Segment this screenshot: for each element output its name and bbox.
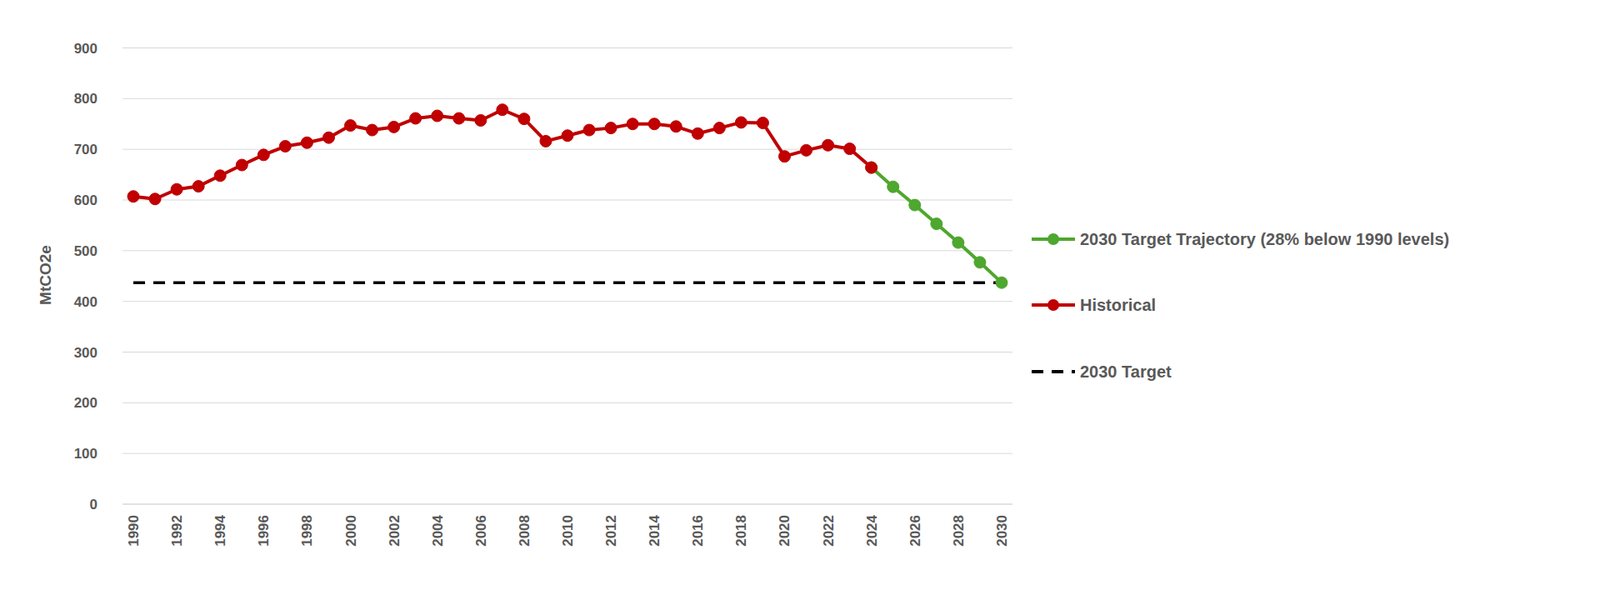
series-marker xyxy=(127,190,140,203)
series-marker xyxy=(366,124,379,136)
series-marker xyxy=(909,199,921,211)
series-marker xyxy=(279,140,291,153)
series-marker xyxy=(496,104,509,116)
x-tick-label: 1996 xyxy=(255,515,272,547)
x-tick-label: 2004 xyxy=(430,514,446,546)
y-tick-label: 500 xyxy=(74,243,98,260)
legend-label: 2030 Target Trajectory (28% below 1990 l… xyxy=(1080,230,1450,249)
series-marker xyxy=(930,218,943,230)
x-tick-label: 2022 xyxy=(820,515,837,547)
series-marker xyxy=(865,161,878,174)
grid-line xyxy=(122,47,1013,49)
x-axis-line xyxy=(122,504,1013,505)
legend: 2030 Target Trajectory (28% below 1990 l… xyxy=(1031,230,1450,381)
series-marker xyxy=(257,149,270,161)
grid-line xyxy=(122,250,1013,251)
legend-marker xyxy=(1047,233,1060,245)
series-marker xyxy=(648,118,660,130)
x-tick-label: 2008 xyxy=(516,515,533,547)
series-marker xyxy=(822,139,835,151)
series-marker xyxy=(561,130,574,142)
series-line xyxy=(871,167,1002,283)
x-tick-label: 2016 xyxy=(690,515,706,547)
series-marker xyxy=(583,124,595,136)
series-marker xyxy=(345,120,357,132)
series-marker xyxy=(952,236,965,249)
x-tick-label: 1998 xyxy=(299,515,315,547)
grid-line xyxy=(122,200,1013,201)
x-tick-label: 2002 xyxy=(386,515,403,547)
plot-area xyxy=(127,104,1008,289)
grid xyxy=(122,48,1013,505)
legend-line xyxy=(1031,370,1075,374)
x-tick-label: 2030 xyxy=(994,515,1010,547)
x-tick-label: 2000 xyxy=(343,515,360,547)
series-marker xyxy=(626,118,639,130)
series-marker xyxy=(192,180,205,193)
series-marker xyxy=(865,161,878,174)
series-marker xyxy=(778,150,790,163)
legend-label: Historical xyxy=(1080,295,1156,315)
x-tick-label: 2020 xyxy=(776,515,793,547)
x-tick-label: 1994 xyxy=(212,514,229,546)
series-marker xyxy=(800,144,813,156)
series-line xyxy=(133,280,1002,285)
grid-line xyxy=(122,300,1013,302)
series-marker xyxy=(235,159,248,171)
x-tick-label: 2026 xyxy=(907,515,924,547)
series-marker xyxy=(887,180,900,193)
chart-container: 0 100 200 300 400 500 600 700 800 900 1990 1992 1994… xyxy=(0,0,1600,600)
y-axis-title: MtCO2e xyxy=(36,245,55,305)
x-tick-label: 1990 xyxy=(125,515,142,547)
grid-line xyxy=(122,149,1013,150)
x-tick-label: 2018 xyxy=(733,515,750,547)
chart-svg: 0 100 200 300 400 500 600 700 800 900 1990 1992 1994… xyxy=(0,0,1600,600)
series-marker xyxy=(170,183,183,195)
y-tick-label: 400 xyxy=(74,294,98,310)
y-tick-label: 900 xyxy=(74,40,98,57)
series-marker xyxy=(322,131,335,144)
series-marker xyxy=(540,135,552,147)
x-tick-label: 2014 xyxy=(646,514,663,546)
series-marker xyxy=(149,193,161,205)
series-marker xyxy=(475,114,487,126)
series-marker xyxy=(713,122,725,135)
x-tick-label: 2028 xyxy=(950,515,967,547)
grid-line xyxy=(122,453,1013,455)
series-marker xyxy=(605,122,617,135)
series-marker xyxy=(691,127,704,140)
legend-marker xyxy=(1047,299,1060,311)
series-marker xyxy=(410,112,422,125)
series-marker xyxy=(453,112,465,125)
grid-line xyxy=(122,402,1013,404)
y-tick-label: 600 xyxy=(74,192,98,209)
x-tick-label: 1992 xyxy=(169,515,185,547)
x-tick-label: 2012 xyxy=(603,515,620,547)
y-tick-label: 0 xyxy=(90,496,98,513)
series-marker xyxy=(756,117,769,130)
y-tick-label: 100 xyxy=(74,445,98,462)
series-marker xyxy=(518,113,530,125)
y-tick-label: 200 xyxy=(74,395,98,411)
series-marker xyxy=(300,136,313,149)
series-marker xyxy=(974,256,986,269)
grid-line xyxy=(122,504,1013,505)
series-marker xyxy=(670,120,682,133)
series-marker xyxy=(735,116,747,129)
series-marker xyxy=(844,143,856,155)
legend-label: 2030 Target xyxy=(1080,362,1172,381)
series-marker xyxy=(388,120,400,133)
grid-line xyxy=(122,351,1013,353)
y-tick-label: 700 xyxy=(74,141,98,158)
x-tick-label: 2024 xyxy=(864,514,880,546)
grid-line xyxy=(122,98,1013,100)
x-tick-label: 2010 xyxy=(560,515,576,547)
series-marker xyxy=(431,110,444,122)
y-tick-label: 300 xyxy=(74,345,98,361)
x-tick-label: 2006 xyxy=(473,515,490,547)
series-marker xyxy=(995,276,1008,289)
series-marker xyxy=(214,170,226,182)
y-tick-label: 800 xyxy=(74,90,98,107)
series-line xyxy=(133,110,872,200)
